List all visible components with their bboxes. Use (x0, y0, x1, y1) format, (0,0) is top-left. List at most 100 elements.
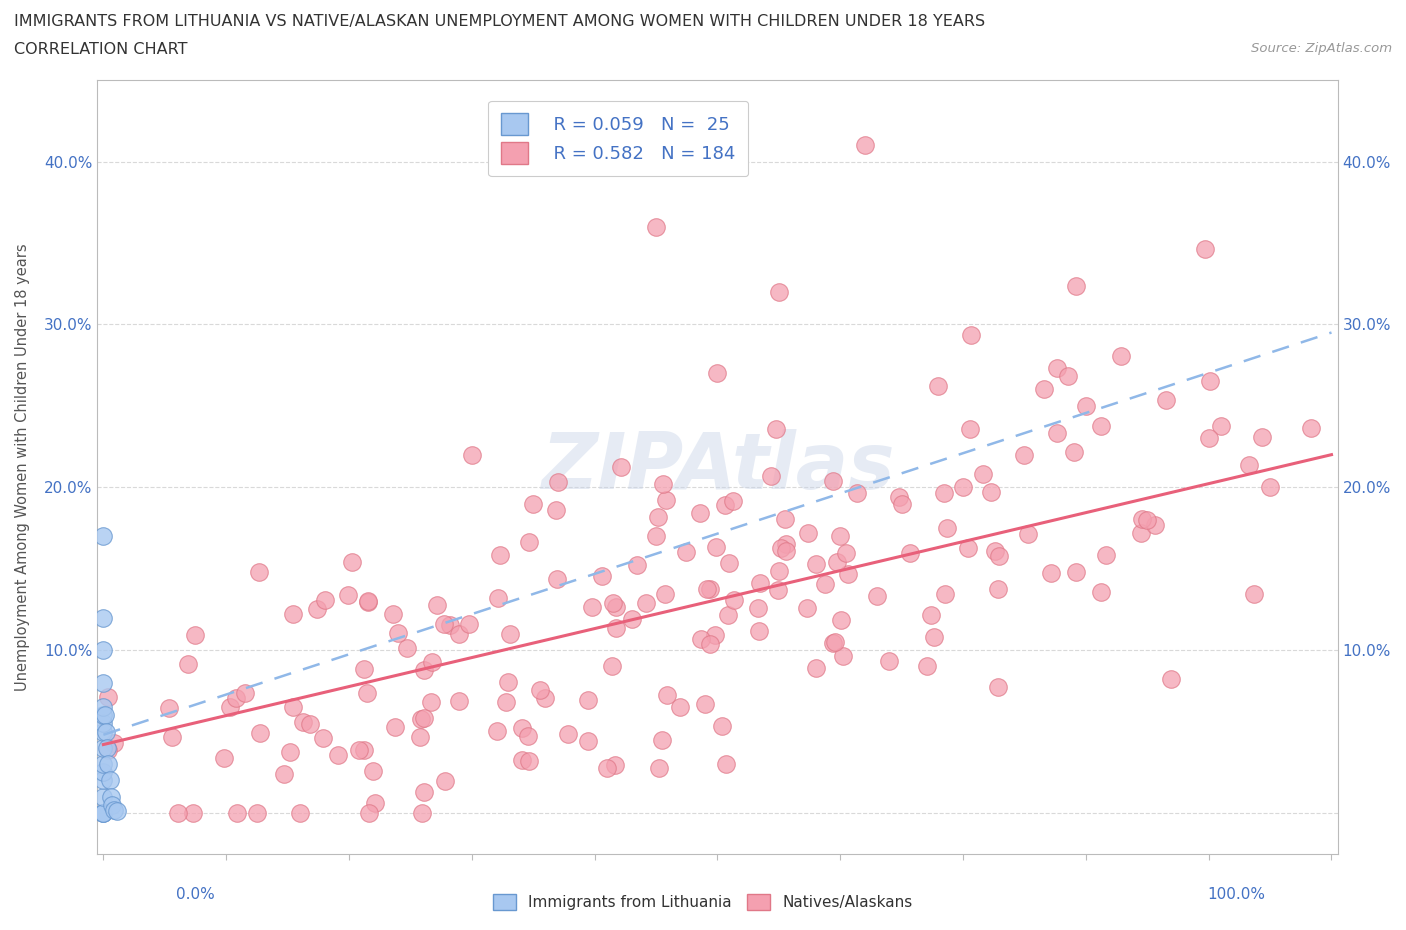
Point (533, 691, 555, 706)
Point (853, 138, 876, 153)
Point (357, 593, 380, 608)
Point (890, 496, 912, 511)
Point (281, 699, 304, 714)
Point (449, 693, 471, 708)
Text: Source: ZipAtlas.com: Source: ZipAtlas.com (1251, 42, 1392, 55)
Point (654, 587, 676, 602)
Point (93, 675, 115, 690)
Point (184, 628, 207, 643)
Point (546, 571, 568, 586)
Point (578, 734, 600, 749)
Point (1032, 381, 1054, 396)
Point (94, 724, 117, 739)
Point (796, 600, 818, 615)
Point (517, 535, 540, 550)
Point (411, 711, 433, 726)
Point (1074, 398, 1097, 413)
Point (605, 621, 627, 636)
Point (748, 623, 770, 638)
Point (602, 658, 624, 673)
Point (988, 549, 1011, 564)
Point (714, 498, 737, 512)
Point (626, 557, 648, 572)
Point (1251, 430, 1274, 445)
Point (654, 492, 676, 507)
Point (547, 475, 569, 490)
Point (924, 630, 946, 644)
Point (723, 493, 745, 508)
Point (249, 726, 271, 741)
Point (93, 643, 115, 658)
Point (936, 521, 959, 536)
Point (813, 577, 835, 591)
Point (298, 716, 321, 731)
Point (347, 742, 370, 757)
Point (900, 545, 922, 560)
Point (439, 618, 461, 632)
Point (93, 740, 115, 755)
Point (1017, 526, 1039, 541)
Point (246, 805, 269, 820)
Point (821, 636, 844, 651)
Point (510, 752, 533, 767)
Point (773, 512, 796, 526)
Point (706, 365, 728, 380)
Point (797, 525, 820, 540)
Point (96, 740, 118, 755)
Point (486, 591, 509, 605)
Point (775, 543, 797, 558)
Point (669, 699, 692, 714)
Point (602, 596, 624, 611)
Point (361, 764, 384, 778)
Legend:   R = 0.059   N =  25,   R = 0.582   N = 184: R = 0.059 N = 25, R = 0.582 N = 184 (488, 100, 748, 177)
Point (877, 654, 900, 669)
Point (103, 803, 125, 817)
Point (177, 657, 200, 671)
Point (486, 724, 509, 738)
Point (411, 805, 433, 820)
Point (93, 773, 115, 788)
Point (889, 490, 911, 505)
Point (1014, 447, 1036, 462)
Point (93, 708, 115, 723)
Point (711, 719, 734, 734)
Point (100, 790, 122, 804)
Point (409, 730, 432, 745)
Point (93, 716, 115, 731)
Point (717, 555, 740, 570)
Point (97, 743, 120, 758)
Point (93, 699, 115, 714)
Point (1194, 242, 1216, 257)
Text: 100.0%: 100.0% (1208, 887, 1265, 902)
Point (957, 540, 980, 555)
Point (1057, 368, 1080, 383)
Point (1064, 279, 1087, 294)
Point (596, 761, 619, 776)
Point (357, 594, 380, 609)
Point (281, 607, 304, 622)
Point (866, 589, 889, 604)
Point (699, 582, 721, 597)
Point (93, 724, 115, 739)
Point (766, 582, 789, 597)
Point (529, 683, 551, 698)
Point (105, 804, 128, 818)
Point (233, 685, 256, 700)
Point (748, 575, 770, 590)
Point (510, 721, 533, 736)
Point (980, 485, 1002, 499)
Point (717, 607, 740, 622)
Point (987, 679, 1010, 694)
Point (340, 555, 363, 570)
Point (395, 641, 418, 656)
Point (353, 662, 375, 677)
Point (328, 747, 350, 762)
Point (101, 797, 124, 812)
Point (825, 555, 848, 570)
Point (1095, 547, 1118, 562)
Point (516, 728, 538, 743)
Point (273, 767, 295, 782)
Point (382, 606, 405, 621)
Point (984, 544, 1007, 559)
Text: ZIPAtlas: ZIPAtlas (541, 429, 894, 505)
